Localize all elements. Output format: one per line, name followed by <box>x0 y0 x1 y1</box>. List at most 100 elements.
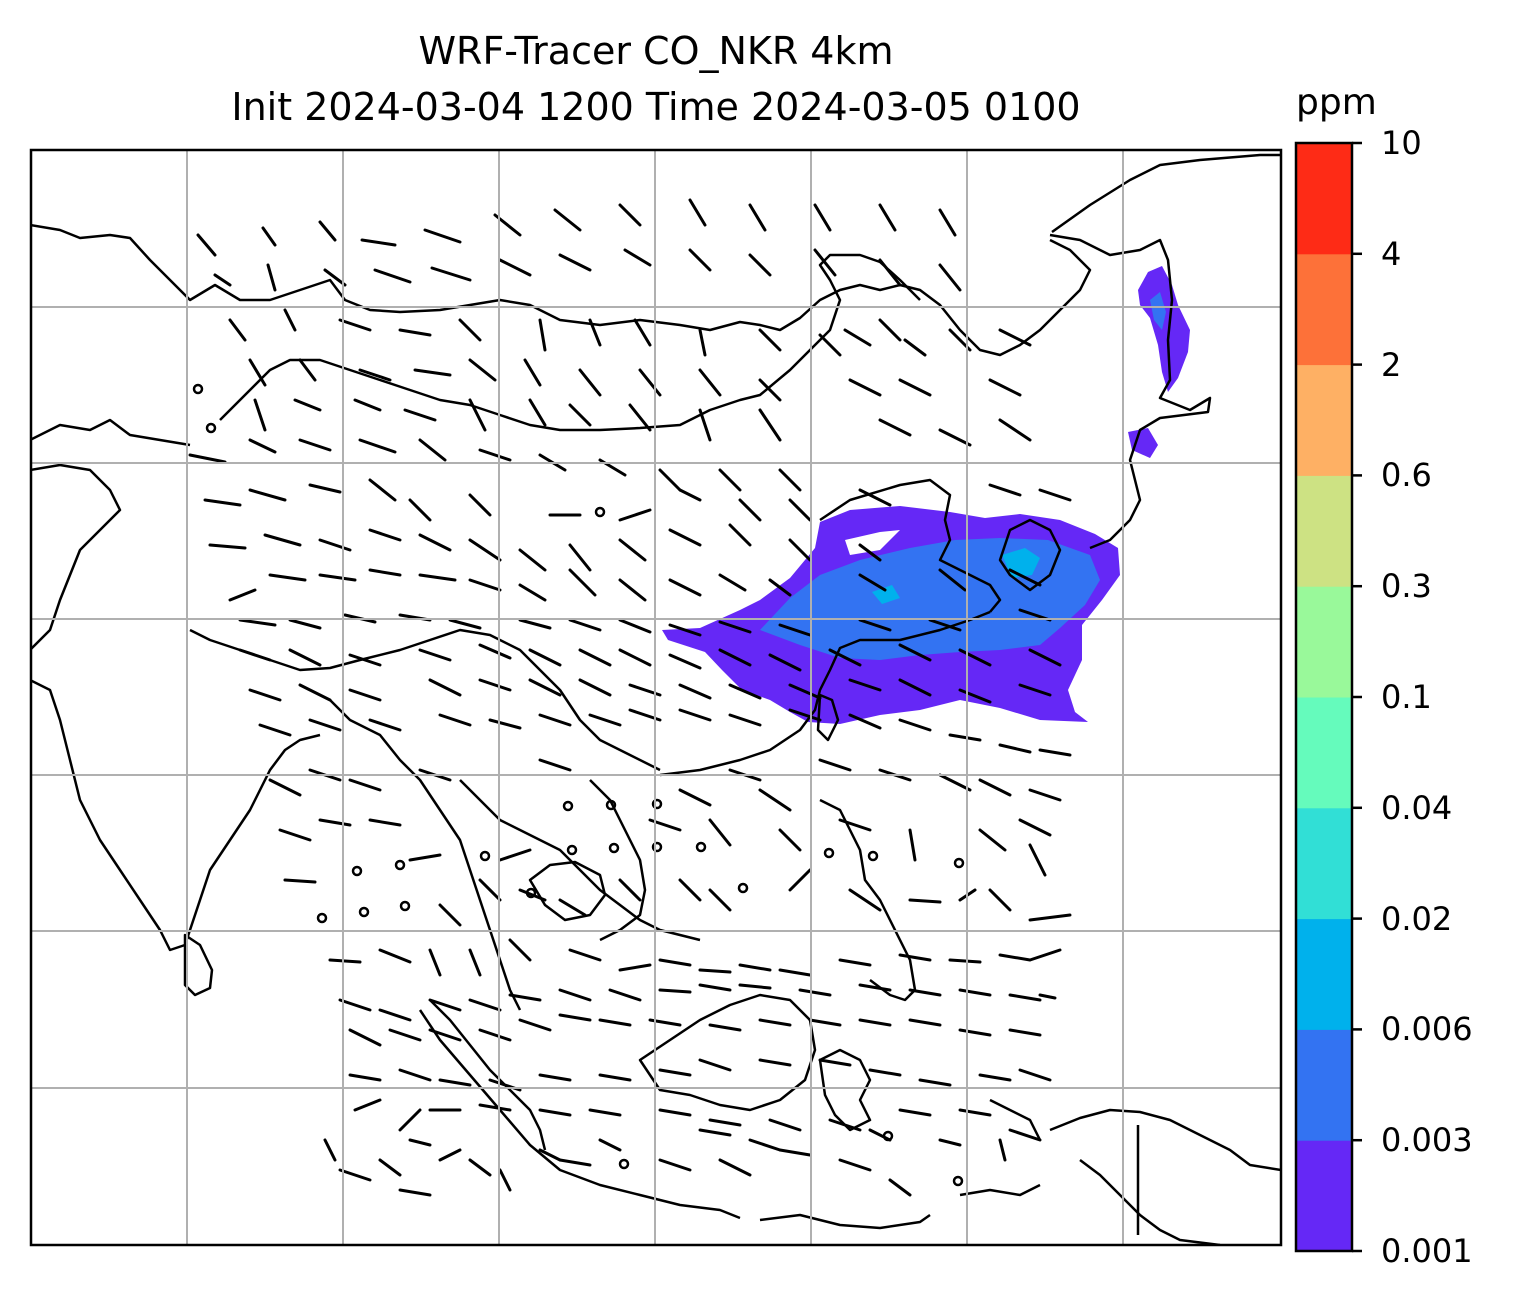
calm-circle <box>399 900 411 912</box>
coastline-yellow-sea <box>998 518 1062 592</box>
plume-core-2 <box>872 585 900 604</box>
map-area <box>31 150 1281 1245</box>
gridlines <box>31 150 1281 1245</box>
calm-circle <box>594 506 606 518</box>
coastline-philippines <box>819 798 917 1002</box>
colorbar-segment <box>1296 807 1352 920</box>
wind-barb <box>258 708 1072 757</box>
coastline-west-2 <box>31 463 122 651</box>
map-frame <box>29 148 1283 1247</box>
coastline-java <box>759 1213 931 1230</box>
coastline-india <box>31 679 321 952</box>
calm-circle <box>695 841 707 853</box>
wind-barb <box>353 1098 1042 1162</box>
calm-circle <box>316 912 328 924</box>
calm-circle <box>566 844 578 856</box>
coastline-sumatra <box>418 1009 741 1220</box>
wind-barbs <box>188 198 1072 1197</box>
colorbar-segment <box>1296 918 1352 1030</box>
wind-barb <box>213 248 962 292</box>
coastline-sri-lanka <box>183 933 214 997</box>
colorbar-tick-label: 10 <box>1381 124 1422 162</box>
wind-barb <box>338 983 1057 1022</box>
colorbar-segment <box>1296 586 1352 698</box>
coastline-china-east <box>659 610 991 777</box>
colorbar-tick-label: 0.006 <box>1381 1010 1473 1049</box>
coastline-korea-peninsula <box>1049 233 1212 550</box>
wind-barb <box>348 1058 1052 1092</box>
calm-circle <box>953 857 965 869</box>
colorbar-segment <box>1296 475 1352 587</box>
map-title-line2: Init 2024-03-04 1200 Time 2024-03-05 010… <box>231 85 1081 129</box>
calm-wind-markers <box>192 383 965 1187</box>
colorbar-segment <box>1296 1029 1352 1141</box>
colorbar-segment <box>1296 697 1352 809</box>
coastline-taiwan <box>816 693 840 742</box>
calm-circle <box>394 859 406 871</box>
wind-barb <box>248 328 1032 402</box>
calm-circle <box>867 850 879 862</box>
plume-north-core <box>1150 292 1166 330</box>
calm-circle <box>205 422 217 434</box>
coastline-lesser-sunda <box>959 1183 1041 1197</box>
calm-circle <box>737 882 749 894</box>
wind-barb <box>338 1128 892 1197</box>
colorbar-segment <box>1296 253 1352 366</box>
coastline-vietnam <box>589 779 647 942</box>
calm-circle <box>651 798 663 810</box>
wind-barb <box>283 868 1072 927</box>
coastline-inner-border <box>31 223 1092 357</box>
coastline-northeast <box>1051 153 1281 234</box>
colorbar-unit-label: ppm <box>1296 82 1377 123</box>
calm-circle <box>562 800 574 812</box>
coastline-myanmar <box>329 699 522 1011</box>
calm-circle <box>823 847 835 859</box>
coastline-new-guinea <box>1049 1108 1281 1172</box>
wind-barb <box>238 608 1052 637</box>
plume-north <box>1138 266 1190 392</box>
colorbar-tick-label: 0.001 <box>1381 1232 1473 1270</box>
calm-circle <box>479 850 491 862</box>
calm-circle <box>651 841 663 853</box>
calm-circle <box>192 383 204 395</box>
colorbar-tick-label: 0.6 <box>1381 456 1432 495</box>
wind-barb <box>323 1138 962 1197</box>
colorbar-segment <box>1296 143 1352 255</box>
colorbar-tick-label: 0.1 <box>1381 678 1432 716</box>
wind-barb <box>238 643 1062 672</box>
wind-barb <box>278 818 1052 877</box>
colorbar-tick-label: 4 <box>1381 234 1402 273</box>
wind-barb <box>203 478 1072 522</box>
wind-barb <box>228 308 972 357</box>
coastline-west-1 <box>31 418 191 447</box>
colorbar <box>1294 141 1362 1253</box>
wind-barb <box>248 678 1052 704</box>
wind-barb <box>348 1013 1042 1047</box>
wind-barb <box>328 938 1062 977</box>
colorbar-segment <box>1296 364 1352 476</box>
colorbar-tick-label: 0.3 <box>1381 567 1432 606</box>
wind-barb <box>253 378 1022 442</box>
calm-circle <box>608 842 620 854</box>
map-title-line1: WRF-Tracer CO_NKR 4km <box>418 29 894 73</box>
calm-circle <box>618 1158 630 1170</box>
colorbar-tick-label: 0.02 <box>1381 899 1453 938</box>
colorbar-segment <box>1296 1140 1352 1252</box>
calm-circle <box>358 906 370 918</box>
coastline-mongolia-border <box>219 253 921 432</box>
colorbar-tick-label: 0.04 <box>1381 788 1453 827</box>
calm-circle <box>952 1175 964 1187</box>
coastline-gulf-thailand <box>528 860 607 922</box>
calm-circle <box>351 865 363 877</box>
colorbar-tick-label: 0.003 <box>1381 1121 1473 1160</box>
calm-circle <box>882 1130 894 1142</box>
plume-gap <box>845 530 900 555</box>
calm-circle <box>525 887 537 899</box>
coastline-borneo <box>638 993 817 1112</box>
wind-barb <box>268 758 1062 812</box>
plume-north-2 <box>1128 428 1158 458</box>
coastline-maluku <box>989 1098 1042 1141</box>
colorbar-tick-label: 2 <box>1381 345 1402 384</box>
wind-barb <box>208 523 882 572</box>
